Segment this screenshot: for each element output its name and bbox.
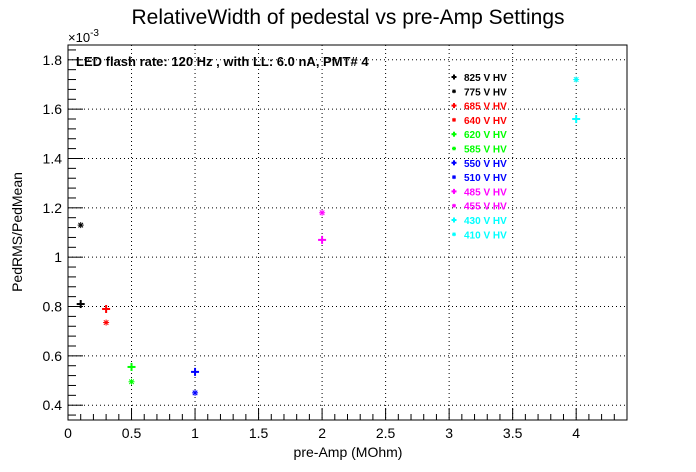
- legend-marker: [452, 203, 456, 208]
- grid-lines: [68, 45, 627, 420]
- legend-item: 825 V HV: [451, 73, 507, 84]
- y-axis-label: PedRMS/PedMean: [9, 172, 25, 292]
- legend-item: 410 V HV: [452, 230, 507, 241]
- legend-label: 620 V HV: [464, 130, 507, 141]
- data-point: [319, 209, 326, 216]
- chart-title: RelativeWidth of pedestal vs pre-Amp Set…: [131, 6, 564, 29]
- legend-label: 640 V HV: [464, 116, 507, 127]
- data-point: [318, 235, 327, 244]
- legend-item: 585 V HV: [452, 145, 507, 156]
- data-point: [192, 389, 199, 396]
- x-tick-label: 2.5: [376, 425, 396, 441]
- data-point: [77, 222, 84, 229]
- data-point: [76, 300, 85, 309]
- legend-item: 550 V HV: [451, 159, 507, 170]
- data-point: [102, 304, 111, 313]
- legend-marker: [451, 74, 457, 80]
- chart-annotation: LED flash rate: 120 Hz , with LL: 6.0 nA…: [76, 54, 369, 69]
- legend-item: 455 V HV: [452, 202, 507, 213]
- legend-label: 775 V HV: [464, 87, 507, 98]
- y-tick-label: 1.8: [43, 52, 63, 68]
- legend-label: 685 V HV: [464, 102, 507, 113]
- legend-item: 640 V HV: [452, 116, 507, 127]
- y-tick-label: 0.8: [43, 299, 63, 315]
- legend-label: 550 V HV: [464, 159, 507, 170]
- legend-label: 510 V HV: [464, 173, 507, 184]
- legend-label: 455 V HV: [464, 202, 507, 213]
- x-tick-label: 3: [445, 425, 453, 441]
- data-point: [572, 115, 581, 124]
- x-tick-label: 2: [318, 425, 326, 441]
- data-point: [573, 76, 580, 83]
- legend-marker: [452, 146, 456, 151]
- x-tick-label: 4: [572, 425, 580, 441]
- legend-marker: [451, 131, 457, 137]
- legend-label: 825 V HV: [464, 73, 507, 84]
- y-multiplier-base: ×10: [68, 30, 90, 45]
- data-point: [128, 378, 135, 385]
- axis-ticks: [67, 49, 615, 420]
- y-tick-label: 1.6: [43, 101, 63, 117]
- legend-marker: [452, 89, 456, 94]
- legend-label: 585 V HV: [464, 145, 507, 156]
- legend-marker: [452, 232, 456, 237]
- data-point: [103, 319, 110, 326]
- y-multiplier-exponent: -3: [90, 28, 99, 39]
- legend-item: 775 V HV: [452, 87, 507, 98]
- legend-item: 685 V HV: [451, 102, 507, 113]
- x-tick-labels: 0 0.5 1 1.5 2 2.5 3 3.5 4: [64, 425, 580, 441]
- x-tick-label: 3.5: [503, 425, 523, 441]
- y-tick-label: 1.2: [43, 200, 63, 216]
- legend: 825 V HV 775 V HV 685 V HV 640 V HV 620 V HV…: [451, 73, 507, 241]
- y-tick-label: 1.4: [43, 150, 63, 166]
- legend-marker: [451, 103, 457, 109]
- legend-label: 410 V HV: [464, 230, 507, 241]
- legend-label: 485 V HV: [464, 187, 507, 198]
- x-tick-label: 1.5: [249, 425, 269, 441]
- y-tick-label: 0.6: [43, 348, 63, 364]
- legend-marker: [452, 175, 456, 180]
- x-tick-label: 1: [191, 425, 199, 441]
- x-tick-label: 0: [64, 425, 72, 441]
- legend-marker: [451, 160, 457, 166]
- y-axis-multiplier: ×10-3: [68, 28, 99, 45]
- x-axis-label: pre-Amp (MOhm): [294, 444, 403, 460]
- legend-marker: [451, 188, 457, 194]
- x-tick-label: 0.5: [122, 425, 142, 441]
- y-tick-labels: 0.4 0.6 0.8 1 1.2 1.4 1.6 1.8: [43, 52, 63, 413]
- legend-marker: [452, 117, 456, 122]
- legend-marker: [451, 217, 457, 223]
- data-point: [191, 367, 200, 376]
- legend-item: 430 V HV: [451, 216, 507, 227]
- data-point: [127, 362, 136, 371]
- legend-label: 430 V HV: [464, 216, 507, 227]
- y-tick-label: 1: [54, 249, 62, 265]
- legend-item: 510 V HV: [452, 173, 507, 184]
- legend-item: 620 V HV: [451, 130, 507, 141]
- legend-item: 485 V HV: [451, 187, 507, 198]
- data-points: [76, 76, 581, 396]
- y-tick-label: 0.4: [43, 397, 63, 413]
